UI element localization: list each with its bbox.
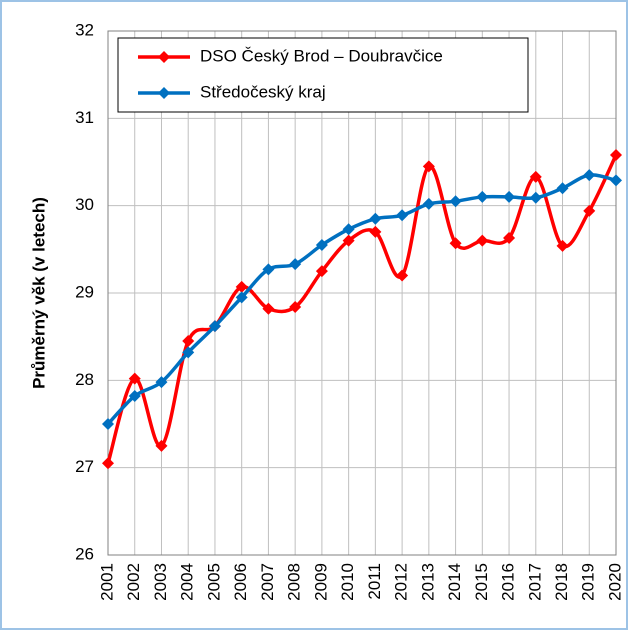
data-point	[422, 197, 435, 210]
y-axis-label: Průměrný věk (v letech)	[29, 197, 48, 389]
data-point	[262, 302, 275, 315]
legend-box	[117, 37, 529, 113]
data-point	[422, 160, 435, 173]
y-tick-label: 31	[75, 108, 94, 127]
data-point	[182, 346, 195, 359]
data-point	[503, 190, 516, 203]
x-tick-label: 2007	[258, 563, 277, 601]
data-point	[556, 239, 569, 252]
data-point	[315, 265, 328, 278]
plot-border	[107, 30, 617, 556]
data-point	[128, 372, 141, 385]
legend-marker	[158, 51, 170, 63]
data-point	[529, 170, 542, 183]
x-tick-label: 2014	[445, 563, 464, 601]
x-tick-label: 2003	[151, 563, 170, 601]
data-point	[369, 225, 382, 238]
data-point	[449, 237, 462, 250]
data-point	[155, 439, 168, 452]
data-point	[262, 263, 275, 276]
data-point	[583, 169, 596, 182]
legend-marker	[158, 87, 170, 99]
x-tick-label: 2004	[178, 563, 197, 601]
data-point	[449, 195, 462, 208]
legend-label: Středočeský kraj	[200, 82, 326, 101]
legend-label: DSO Český Brod – Doubravčice	[200, 46, 443, 65]
x-tick-label: 2010	[338, 563, 357, 601]
x-tick-label: 2019	[579, 563, 598, 601]
data-point	[102, 418, 114, 430]
x-tick-label: 2011	[365, 563, 384, 600]
data-point	[556, 182, 569, 195]
x-tick-label: 2009	[311, 563, 330, 601]
x-tick-label: 2013	[418, 563, 437, 601]
y-tick-label: 29	[75, 282, 94, 301]
data-point	[235, 291, 248, 304]
data-point	[155, 376, 168, 389]
x-tick-label: 2001	[97, 563, 116, 601]
data-point	[289, 300, 302, 313]
data-point	[289, 258, 302, 271]
data-point	[610, 174, 622, 187]
data-point	[369, 212, 382, 225]
data-point	[583, 204, 596, 217]
x-tick-label: 2005	[204, 563, 223, 601]
x-tick-label: 2018	[552, 563, 571, 601]
data-point	[503, 231, 516, 244]
data-point	[342, 223, 355, 236]
data-point	[102, 457, 114, 470]
data-point	[396, 269, 409, 282]
data-point	[529, 191, 542, 204]
x-tick-label: 2008	[285, 563, 304, 601]
data-point	[396, 209, 409, 222]
y-tick-label: 26	[75, 544, 94, 563]
data-point	[208, 320, 221, 333]
data-point	[235, 280, 248, 293]
x-tick-label: 2017	[525, 563, 544, 601]
x-tick-label: 2016	[499, 563, 518, 601]
y-tick-label: 28	[75, 370, 94, 389]
x-tick-label: 2012	[392, 563, 411, 601]
y-tick-label: 32	[75, 20, 94, 39]
data-point	[315, 238, 328, 251]
data-point	[610, 149, 622, 162]
x-tick-label: 2015	[472, 563, 491, 601]
y-tick-label: 27	[75, 457, 94, 476]
data-point	[342, 234, 355, 247]
data-point	[182, 335, 195, 348]
data-point	[128, 390, 141, 403]
data-point	[476, 190, 489, 203]
y-tick-label: 30	[75, 195, 94, 214]
x-tick-label: 2002	[124, 563, 143, 601]
x-tick-label: 2006	[231, 563, 250, 601]
x-tick-label: 2020	[605, 563, 624, 601]
data-point	[476, 234, 489, 247]
